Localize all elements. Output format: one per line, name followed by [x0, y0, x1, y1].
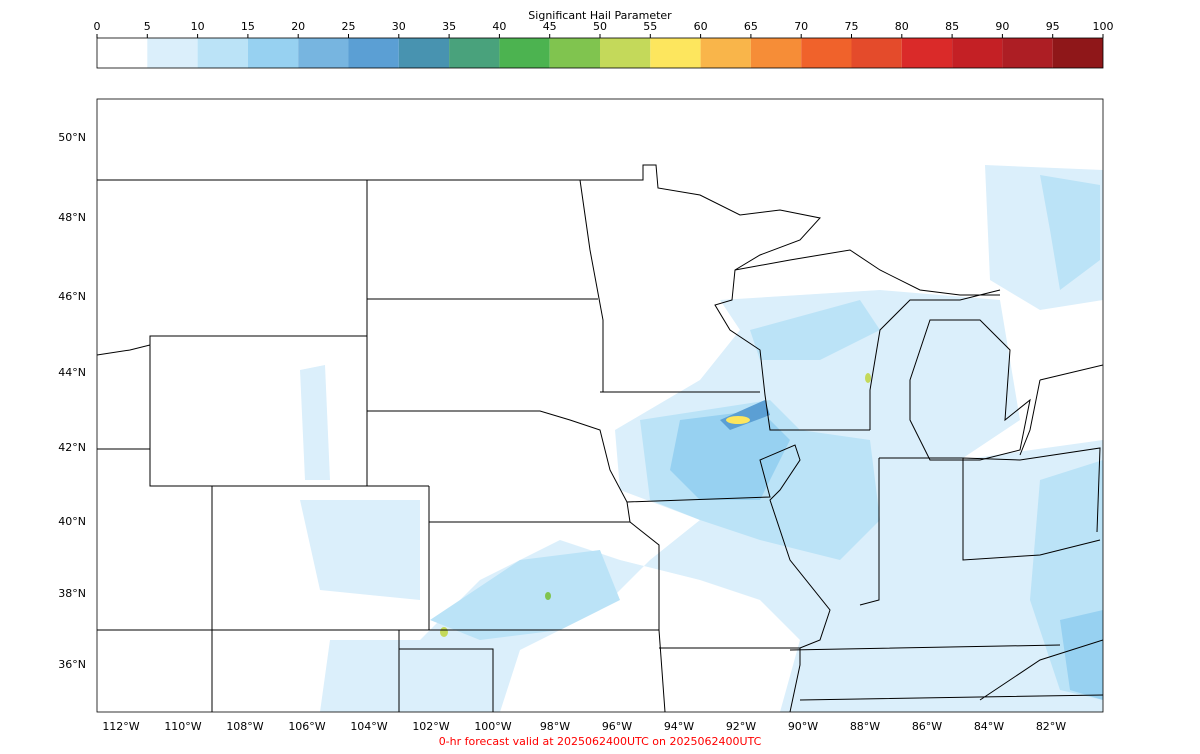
colorbar-tick-label: 75 — [845, 20, 859, 33]
colorbar-segment — [801, 38, 852, 68]
colorbar-tick-label: 80 — [895, 20, 909, 33]
borders — [97, 164, 1103, 712]
lon-label: 104°W — [350, 720, 387, 733]
colorbar-segment — [449, 38, 500, 68]
colorbar-segment — [1052, 38, 1103, 68]
lat-label: 40°N — [58, 515, 86, 528]
colorbar-tick-label: 100 — [1093, 20, 1114, 33]
lon-label: 86°W — [912, 720, 942, 733]
lat-label: 50°N — [58, 131, 86, 144]
colorbar-tick-label: 15 — [241, 20, 255, 33]
lat-label: 42°N — [58, 441, 86, 454]
colorbar-frame — [96, 37, 1104, 69]
colorbar-segment — [952, 38, 1003, 68]
lat-labels: 50°N 48°N 46°N 44°N 42°N 40°N 38°N 36°N — [58, 131, 86, 671]
colorbar-tick-label: 5 — [144, 20, 151, 33]
colorbar-tick-label: 0 — [94, 20, 101, 33]
footer: 0-hr forecast valid at 2025062400UTC on … — [439, 735, 762, 748]
lon-label: 100°W — [474, 720, 511, 733]
colorbar-tick-label: 30 — [392, 20, 406, 33]
colorbar-tick-label: 25 — [342, 20, 356, 33]
lon-label: 106°W — [288, 720, 325, 733]
lat-label: 38°N — [58, 587, 86, 600]
colorbar-segment — [97, 38, 148, 68]
map — [96, 98, 1104, 713]
colorbar-tick-label: 50 — [593, 20, 607, 33]
colorbar-segment — [298, 38, 349, 68]
map-frame — [96, 98, 1104, 713]
lon-label: 108°W — [226, 720, 263, 733]
lat-label: 44°N — [58, 366, 86, 379]
colorbar-segment — [750, 38, 802, 68]
colorbar-segment — [650, 38, 701, 68]
lon-label: 88°W — [850, 720, 880, 733]
colorbar-tick-label: 85 — [945, 20, 959, 33]
colorbar-tick-label: 60 — [694, 20, 708, 33]
colorbar-tick-label: 55 — [643, 20, 657, 33]
lat-label: 36°N — [58, 658, 86, 671]
hail-field — [300, 165, 1103, 712]
lon-label: 102°W — [412, 720, 449, 733]
lon-label: 84°W — [974, 720, 1004, 733]
colorbar-tick-label: 65 — [744, 20, 758, 33]
colorbar: 0 5 10 15 20 25 30 35 40 45 50 55 60 65 70 75 80 85 90 95 10… — [94, 20, 1114, 68]
colorbar-tick-label: 20 — [291, 20, 305, 33]
colorbar-segment — [1002, 38, 1053, 68]
colorbar-tick-label: 95 — [1046, 20, 1060, 33]
colorbar-segment — [901, 38, 953, 68]
lon-label: 92°W — [726, 720, 756, 733]
colorbar-tick-label: 70 — [794, 20, 808, 33]
lon-labels: 112°W 110°W 108°W 106°W 104°W 102°W 100°W 98°W 9… — [102, 720, 1066, 733]
colorbar-tick-label: 40 — [492, 20, 506, 33]
colorbar-title: Significant Hail Parameter — [528, 9, 672, 22]
lon-label: 96°W — [602, 720, 632, 733]
colorbar-segment — [700, 38, 751, 68]
colorbar-segment — [348, 38, 399, 68]
colorbar-segment — [499, 38, 550, 68]
colorbar-segment — [549, 38, 600, 68]
colorbar-segment — [197, 38, 248, 68]
colorbar-tick-label: 45 — [543, 20, 557, 33]
lon-label: 98°W — [540, 720, 570, 733]
lon-label: 112°W — [102, 720, 139, 733]
colorbar-segment — [247, 38, 299, 68]
lon-label: 90°W — [788, 720, 818, 733]
lon-label: 82°W — [1036, 720, 1066, 733]
lat-label: 48°N — [58, 211, 86, 224]
colorbar-tick-label: 35 — [442, 20, 456, 33]
colorbar-segment — [851, 38, 902, 68]
lat-label: 46°N — [58, 290, 86, 303]
colorbar-segment — [600, 38, 651, 68]
lon-label: 94°W — [664, 720, 694, 733]
colorbar-tick-label: 10 — [191, 20, 205, 33]
lon-label: 110°W — [164, 720, 201, 733]
colorbar-segment — [147, 38, 198, 68]
colorbar-segment — [398, 38, 450, 68]
colorbar-tick-label: 90 — [995, 20, 1009, 33]
